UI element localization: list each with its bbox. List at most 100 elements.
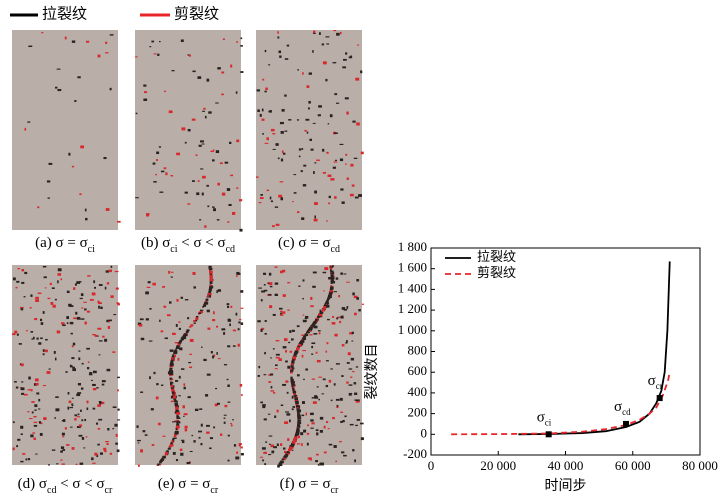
crack: [55, 358, 57, 361]
crack: [297, 119, 299, 120]
crack: [324, 426, 326, 429]
crack: [165, 172, 167, 175]
crack: [293, 356, 296, 359]
crack: [185, 192, 188, 194]
crack: [269, 110, 272, 113]
crack: [153, 163, 156, 165]
y-tick-label: 1 400: [398, 280, 427, 295]
crack: [93, 388, 96, 390]
panel-caption: (a) σ = σci: [35, 235, 95, 254]
crack: [322, 43, 324, 45]
panel-caption: (b) σci < σ < σcd: [141, 235, 235, 254]
crack: [316, 352, 318, 354]
crack: [38, 399, 40, 401]
y-axis-label: 裂纹数目: [364, 344, 380, 400]
crack: [240, 71, 243, 73]
crack: [336, 407, 338, 408]
crack: [164, 306, 167, 308]
crack: [312, 50, 314, 53]
crack: [233, 330, 236, 332]
crack: [322, 149, 324, 152]
crack: [41, 322, 44, 325]
figure: 拉裂纹 剪裂纹 (a) σ = σci(b) σci < σ < σcd(c) …: [0, 0, 728, 504]
crack: [354, 459, 356, 462]
crack: [356, 401, 360, 403]
crack: [282, 459, 284, 460]
crack: [275, 364, 278, 366]
y-tick-label: 1 800: [398, 239, 427, 254]
crack: [92, 463, 96, 464]
x-tick-label: 0: [428, 458, 435, 473]
crack: [227, 306, 229, 308]
caption-text: (f) σ = σ: [280, 476, 331, 492]
crack: [75, 283, 77, 285]
crack: [210, 275, 212, 277]
crack: [240, 384, 242, 387]
crack: [138, 465, 140, 467]
crack: [347, 306, 349, 309]
crack: [78, 414, 80, 416]
crack: [43, 349, 45, 352]
crack: [73, 343, 75, 346]
crack: [342, 66, 346, 68]
crack: [152, 444, 155, 446]
crack: [201, 424, 203, 427]
crack: [292, 388, 294, 391]
crack: [331, 178, 335, 180]
crack: [223, 332, 225, 335]
crack: [325, 79, 327, 81]
crack: [270, 390, 274, 391]
crack: [99, 354, 101, 355]
crack: [234, 444, 236, 446]
crack: [238, 344, 240, 347]
crack: [31, 338, 34, 339]
crack: [339, 321, 341, 323]
crack: [240, 290, 243, 293]
crack: [181, 368, 184, 370]
crack: [106, 270, 109, 272]
crack: [345, 154, 347, 156]
crack: [107, 428, 109, 430]
crack: [257, 320, 261, 322]
crack: [31, 401, 34, 403]
crack: [21, 381, 23, 382]
crack: [305, 368, 308, 370]
crack: [326, 301, 329, 304]
crack: [292, 396, 294, 399]
stage-marker: [623, 421, 629, 427]
crack: [156, 397, 159, 400]
crack: [298, 436, 300, 439]
crack: [346, 282, 350, 283]
crack: [176, 153, 180, 156]
crack: [48, 298, 51, 299]
crack: [314, 162, 316, 163]
crack: [238, 322, 240, 324]
crack: [171, 401, 174, 403]
crack: [94, 287, 96, 289]
crack: [200, 140, 204, 142]
crack: [198, 431, 202, 433]
crack: [356, 122, 360, 125]
crack: [212, 355, 214, 358]
crack: [181, 39, 184, 42]
crack: [164, 91, 166, 92]
crack: [323, 378, 326, 380]
legend-label: 剪裂纹: [477, 265, 516, 280]
crack: [190, 324, 193, 326]
crack: [270, 286, 273, 287]
crack: [66, 316, 69, 319]
crack: [216, 150, 219, 153]
crack: [303, 320, 307, 322]
crack: [110, 295, 113, 298]
crack: [268, 64, 270, 65]
crack: [193, 440, 195, 442]
crack: [356, 279, 359, 281]
crack: [117, 389, 119, 391]
crack: [352, 292, 354, 295]
crack: [162, 286, 165, 288]
crack: [297, 420, 300, 422]
crack: [160, 460, 163, 462]
crack: [217, 67, 221, 69]
crack: [269, 444, 271, 445]
crack: [72, 447, 75, 450]
